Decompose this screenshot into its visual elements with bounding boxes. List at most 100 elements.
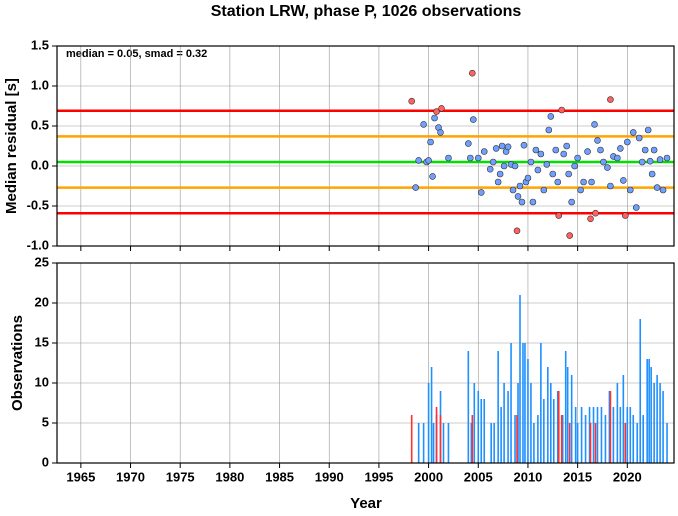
y-tick-label: -1.0 [27,237,49,252]
bar [483,399,486,463]
bar [584,415,587,463]
y-tick-label: 20 [35,294,49,309]
point [425,157,432,164]
bar [639,319,642,463]
point [477,189,485,196]
bar [417,423,420,463]
bar [604,415,607,463]
point [555,212,563,219]
point [604,164,611,171]
bar [594,423,597,463]
point [498,142,506,150]
point [626,186,634,194]
point [511,162,519,170]
bar [471,415,474,463]
x-tick-label: 2020 [613,469,642,484]
point [534,166,542,174]
bar [516,415,518,463]
point [566,232,573,239]
point [648,170,656,178]
bar [629,407,632,463]
point [591,121,598,128]
bar [537,415,539,463]
bar [609,391,612,463]
point [635,134,643,142]
point [480,148,488,155]
point [415,157,422,164]
bar [549,383,552,463]
bar [497,351,499,463]
bar [427,383,430,463]
point [545,126,553,134]
bar [650,367,652,463]
x-tick-label: 2015 [563,469,592,484]
bar [442,423,445,463]
point [500,162,508,170]
bar [570,375,573,463]
point [433,108,440,115]
bar [447,423,450,463]
point [587,215,594,223]
point [659,186,667,194]
bar [561,415,564,463]
x-tick-label: 1985 [265,469,294,484]
bar [632,415,635,463]
point [465,140,472,147]
x-tick-label: 1970 [116,469,145,484]
x-axis-label: Year [350,495,382,511]
point [504,143,512,151]
point [571,162,578,170]
bar [646,359,648,463]
bar [619,407,622,463]
plot-frame [56,45,675,247]
point [537,150,545,158]
bar [410,415,413,463]
point [529,198,537,206]
bar [616,383,619,463]
point [469,69,476,77]
point [547,113,555,120]
bar [592,407,595,463]
point [412,184,419,191]
point [641,146,649,154]
bar [588,407,591,463]
annotation: median = 0.05, smad = 0.32 [66,48,207,60]
bar [648,359,650,463]
bar [552,399,555,463]
point [518,198,526,206]
point [653,184,661,191]
y-axis-label: Observations [9,315,26,411]
bar [493,423,495,463]
bar [636,423,639,463]
bar [432,423,435,463]
point [408,97,416,105]
bar [517,383,519,463]
y-tick-label: 0.0 [31,157,49,172]
bar [533,423,535,463]
point [584,148,591,155]
bar [473,383,476,463]
point [560,150,568,158]
point [474,154,482,162]
point [514,193,522,200]
bar [608,391,611,463]
x-tick-label: 2000 [414,469,443,484]
x-tick-label: 2005 [464,469,493,484]
bar [500,407,502,463]
bar [580,407,583,463]
y-tick-label: 0.5 [31,117,49,132]
y-tick-label: 15 [35,334,49,349]
bar [624,423,627,463]
x-tick-label: 1975 [166,469,195,484]
point [513,227,521,235]
bar [666,423,668,463]
bar [576,423,579,463]
bar [626,407,629,463]
bar [566,367,569,463]
point [437,129,444,136]
point [524,174,532,182]
bar [519,295,521,463]
point [600,158,607,166]
point [520,141,528,149]
point [594,137,601,144]
